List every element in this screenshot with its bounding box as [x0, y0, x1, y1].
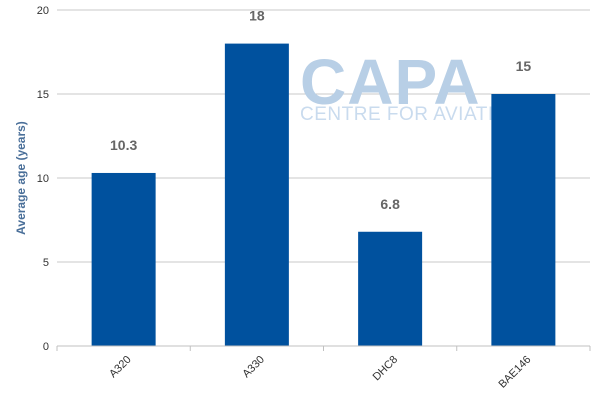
y-tick-label: 15	[37, 89, 49, 101]
bar-a320[interactable]	[91, 172, 156, 346]
y-tick-label: 10	[37, 173, 49, 185]
bar-a330[interactable]	[224, 43, 289, 346]
watermark-tagline: CENTRE FOR AVIATION	[300, 104, 523, 125]
bar-dhc8[interactable]	[358, 231, 423, 346]
y-tick-label: 20	[37, 5, 49, 17]
x-tick-label-dhc8: DHC8	[371, 354, 401, 384]
data-label-dhc8: 6.8	[380, 196, 400, 212]
watermark-logo-text: CAPA	[300, 46, 481, 118]
data-label-a330: 18	[249, 8, 265, 24]
bar-bae146[interactable]	[491, 94, 556, 346]
x-tick-label-bae146: BAE146	[496, 354, 533, 391]
data-label-a320: 10.3	[110, 137, 137, 153]
y-tick-label: 5	[43, 257, 49, 269]
x-tick-label-a320: A320	[107, 354, 134, 381]
bars-layer	[91, 43, 556, 346]
labels-layer: 10.3 18 6.8 15	[110, 8, 531, 212]
y-tick-label: 0	[43, 341, 49, 353]
data-label-bae146: 15	[516, 58, 532, 74]
watermark-logo: CAPA CENTRE FOR AVIATION	[300, 46, 523, 125]
x-tick-label-a330: A330	[240, 354, 267, 381]
y-axis-title: Average age (years)	[14, 121, 28, 235]
